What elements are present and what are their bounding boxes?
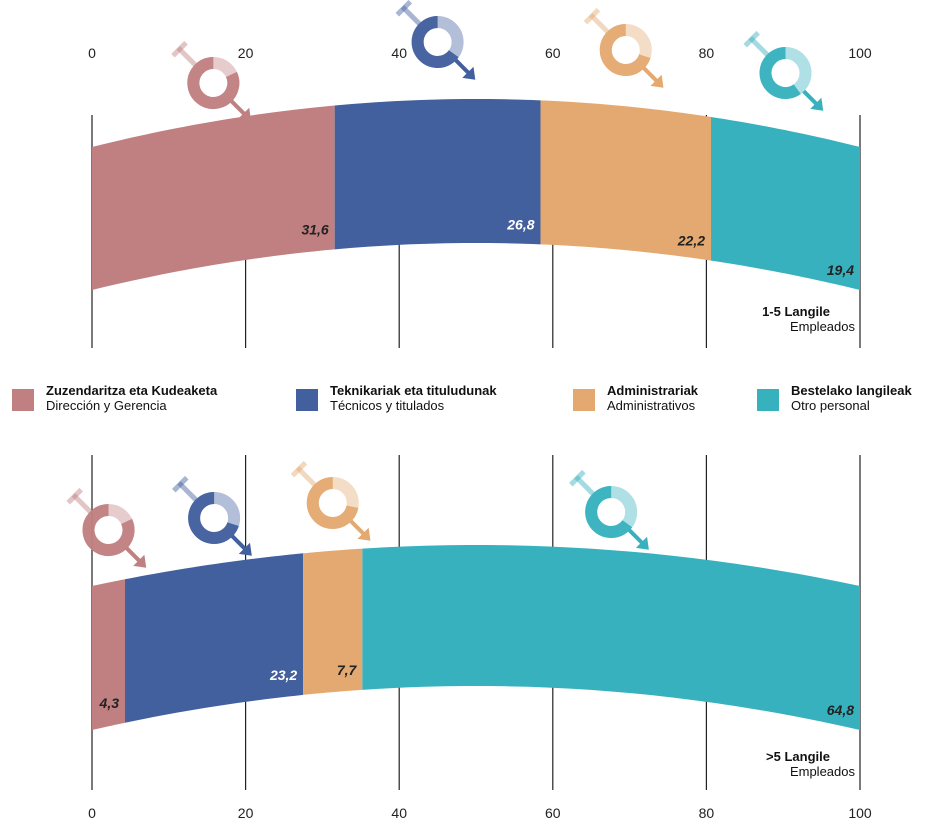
tick-label-80: 80	[699, 805, 715, 821]
panel-subtitle: Empleados	[790, 764, 856, 779]
tick-label-100: 100	[848, 805, 872, 821]
legend-swatch-zuzendaritza	[12, 389, 34, 411]
tick-label-60: 60	[545, 805, 561, 821]
panel-1: 0 20 40 60 80 100 31,6 26,8 22,2 19,4 1-5 LangileE…	[88, 0, 872, 348]
bar-segment-teknikariak	[334, 99, 541, 250]
value-label-teknikariak: 26,8	[506, 216, 534, 232]
gender-icon-teknikariak-ring-male	[411, 16, 459, 68]
gender-icon-administrariak	[583, 7, 664, 88]
tick-label-60: 60	[545, 45, 561, 61]
panel-title: >5 Langile	[766, 749, 830, 764]
gender-icon-administrariak-female-cross	[583, 7, 601, 25]
value-label-zuzendaritza: 31,6	[301, 221, 328, 237]
gender-icon-teknikariak-female-cross	[172, 475, 189, 493]
tick-label-20: 20	[238, 805, 254, 821]
gender-icon-bestelako	[569, 469, 649, 550]
gender-icon-teknikariak	[172, 475, 252, 556]
gender-icon-zuzendaritza-ring-male	[187, 57, 240, 109]
gender-icon-zuzendaritza-female-cross	[171, 40, 188, 58]
bar-segment-teknikariak	[125, 553, 304, 723]
gender-icon-teknikariak-ring-male	[188, 492, 239, 544]
gender-icon-administrariak-ring-male	[599, 24, 651, 76]
gender-icon-teknikariak-male-arrow	[238, 542, 252, 556]
tick-label-80: 80	[699, 45, 715, 61]
panel-subtitle: Empleados	[790, 319, 856, 334]
gender-icon-teknikariak-female-stem	[400, 5, 422, 26]
gender-icon-teknikariak	[395, 0, 476, 80]
bar-segment-bestelako	[362, 545, 860, 730]
gender-icon-administrariak-ring-male	[306, 477, 359, 529]
legend-title-teknikariak: Teknikariak eta tituludunak	[330, 383, 497, 398]
value-label-administrariak: 22,2	[677, 233, 705, 249]
gender-icon-bestelako-female-stem	[574, 475, 595, 496]
tick-label-100: 100	[848, 45, 872, 61]
gender-icon-administrariak	[290, 460, 371, 541]
gender-icon-bestelako-female-cross	[569, 469, 586, 487]
gender-icon-bestelako	[743, 30, 824, 111]
value-label-administrariak: 7,7	[337, 662, 358, 678]
gender-icon-administrariak-female-cross	[290, 460, 308, 478]
gender-icon-zuzendaritza-male-arrow	[238, 107, 252, 121]
gender-icon-zuzendaritza-male-arrow	[133, 554, 147, 568]
legend-swatch-teknikariak	[296, 389, 318, 411]
legend-swatch-bestelako	[757, 389, 779, 411]
tick-label-0: 0	[88, 45, 96, 61]
bar-segment-zuzendaritza	[92, 579, 126, 730]
legend: Zuzendaritza eta Kudeaketa Dirección y G…	[0, 383, 940, 415]
legend-sub-teknikariak: Técnicos y titulados	[330, 398, 445, 413]
gender-icon-zuzendaritza-female-stem	[176, 46, 197, 67]
legend-title-zuzendaritza: Zuzendaritza eta Kudeaketa	[46, 383, 218, 398]
tick-label-40: 40	[391, 45, 407, 61]
gender-icon-bestelako-female-stem	[748, 36, 770, 57]
gender-icon-zuzendaritza	[171, 40, 252, 121]
gender-icon-administrariak-male-arrow	[650, 74, 664, 88]
bar-segment-zuzendaritza	[92, 105, 335, 290]
gender-icon-zuzendaritza-ring-male	[82, 504, 135, 556]
gender-icon-teknikariak-female-cross	[395, 0, 413, 17]
legend-item-zuzendaritza: Zuzendaritza eta Kudeaketa Dirección y G…	[12, 383, 217, 413]
legend-sub-zuzendaritza: Dirección y Gerencia	[46, 398, 167, 413]
legend-sub-bestelako: Otro personal	[791, 398, 870, 413]
value-label-zuzendaritza: 4,3	[99, 695, 120, 711]
gender-icon-teknikariak-female-stem	[177, 481, 198, 502]
legend-title-administrariak: Administrariak	[607, 383, 699, 398]
value-label-teknikariak: 23,2	[269, 667, 297, 683]
gender-icon-administrariak-male-arrow	[357, 527, 371, 541]
legend-swatch-administrariak	[573, 389, 595, 411]
legend-item-bestelako: Bestelako langileak Otro personal	[757, 383, 912, 413]
legend-item-administrariak: Administrariak Administrativos	[573, 383, 698, 413]
gender-icon-zuzendaritza-female-stem	[71, 493, 93, 514]
bar-segment-administrariak	[303, 548, 363, 695]
legend-item-teknikariak: Teknikariak eta tituludunak Técnicos y t…	[296, 383, 497, 413]
tick-label-20: 20	[238, 45, 254, 61]
gender-icon-bestelako-male-arrow	[810, 97, 824, 111]
legend-sub-administrariak: Administrativos	[607, 398, 696, 413]
panel-2: 0 20 40 60 80 100 4,3 23,2 7,7 64,8 >5 LangileEmpl…	[66, 455, 872, 821]
bar-segment-bestelako	[711, 116, 860, 290]
tick-label-40: 40	[391, 805, 407, 821]
gender-icon-bestelako-ring-male	[585, 486, 633, 538]
tick-label-0: 0	[88, 805, 96, 821]
panel-title: 1-5 Langile	[762, 304, 830, 319]
gender-icon-administrariak-female-stem	[588, 13, 610, 34]
value-label-bestelako: 19,4	[827, 262, 854, 278]
gender-icon-zuzendaritza-female-cross	[66, 487, 83, 505]
gender-icon-teknikariak-male-arrow	[462, 66, 476, 80]
gender-icon-bestelako-ring-male	[759, 47, 801, 99]
gender-icon-bestelako-female-cross	[743, 30, 760, 48]
legend-title-bestelako: Bestelako langileak	[791, 383, 912, 398]
bar-segment-administrariak	[540, 100, 712, 261]
gender-icon-zuzendaritza	[66, 487, 147, 568]
value-label-bestelako: 64,8	[827, 702, 854, 718]
gender-icon-bestelako-male-arrow	[635, 536, 649, 550]
gender-icon-administrariak-female-stem	[295, 466, 317, 487]
